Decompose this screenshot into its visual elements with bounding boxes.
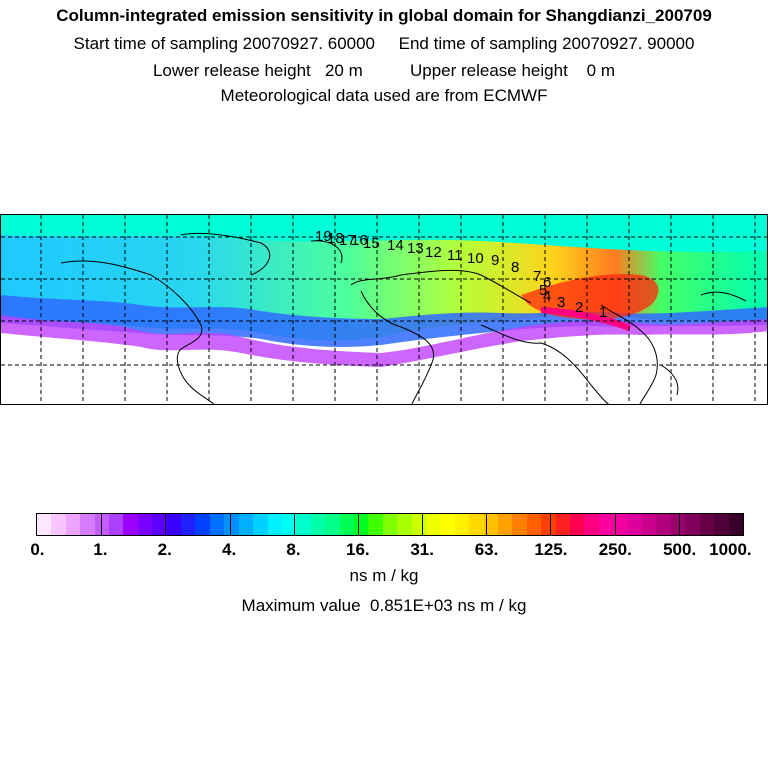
colorbar-swatch: [65, 514, 81, 535]
trajectory-label: 16: [351, 232, 368, 249]
colorbar-swatch: [253, 514, 268, 535]
colorbar: [36, 513, 744, 536]
colorbar-swatch: [281, 514, 297, 535]
colorbar-swatch: [454, 514, 470, 535]
release-height-line: Lower release height 20 m Upper release …: [152, 61, 616, 80]
colorbar-swatch: [699, 514, 715, 535]
graticule: [1, 215, 767, 404]
colorbar-swatch: [267, 514, 282, 535]
colorbar-swatch: [137, 514, 153, 535]
colorbar-swatch: [656, 514, 671, 535]
colorbar-swatch: [584, 514, 599, 535]
met-data-line: Meteorological data used are from ECMWF: [220, 86, 548, 105]
trajectory-label: 14: [387, 237, 404, 254]
colorbar-swatch: [397, 514, 412, 535]
trajectory-label: 4: [543, 288, 551, 305]
colorbar-swatch: [296, 514, 311, 535]
trajectory-label: 17: [339, 232, 356, 249]
colorbar-tick-label: 125.: [534, 540, 568, 559]
colorbar-swatch: [613, 514, 628, 535]
colorbar-unit-label: ns m / kg: [349, 566, 419, 585]
trajectory-label: 5: [539, 282, 547, 299]
trajectory-label: 2: [575, 299, 583, 316]
colorbar-tick-label: 1.: [93, 540, 108, 559]
colorbar-swatch: [498, 514, 513, 535]
trajectory-label: 13: [407, 240, 424, 257]
colorbar-swatch: [51, 514, 66, 535]
colorbar-swatch: [195, 514, 210, 535]
colorbar-swatch: [166, 514, 182, 535]
colorbar-swatch: [685, 514, 700, 535]
colorbar-tick-label: 8.: [286, 540, 301, 559]
sensitivity-map: 1 2 3 4 5 6 7 8 9 10 11 12 13 14 15 16 17 18 19: [0, 214, 768, 405]
colorbar-tick-label: 16.: [345, 540, 370, 559]
trajectory-label: 9: [491, 252, 499, 269]
colorbar-tick-label: 1000.: [709, 540, 752, 559]
colorbar-swatch: [181, 514, 196, 535]
colorbar-swatch: [310, 514, 326, 535]
trajectory-label: 11: [447, 247, 463, 264]
colorbar-swatch: [425, 514, 441, 535]
colorbar-swatch: [382, 514, 398, 535]
colorbar-swatch: [512, 514, 527, 535]
colorbar-swatch: [368, 514, 383, 535]
trajectory-label: 8: [511, 259, 519, 276]
maximum-value-label: Maximum value 0.851E+03 ns m / kg: [241, 596, 527, 615]
colorbar-tick-label: 500.: [663, 540, 697, 559]
colorbar-swatch: [411, 514, 426, 535]
trajectory-label: 18: [327, 230, 344, 247]
trajectory-label: 10: [467, 250, 484, 267]
colorbar-swatch: [224, 514, 239, 535]
sampling-time-line: Start time of sampling 20070927. 60000 E…: [73, 34, 695, 53]
colorbar-tick-label: 4.: [221, 540, 237, 559]
colorbar-swatch: [209, 514, 225, 535]
trajectory-label: 7: [533, 268, 541, 285]
colorbar-tick-label: 0.: [30, 540, 45, 559]
colorbar-swatch: [469, 514, 484, 535]
sensitivity-field-purple-edge: [1, 315, 767, 367]
colorbar-swatch: [555, 514, 571, 535]
source-plume-streak: [541, 307, 631, 331]
colorbar-swatch: [642, 514, 657, 535]
colorbar-swatch: [627, 514, 643, 535]
colorbar-tick-label: 31.: [410, 540, 434, 559]
colorbar-swatch: [325, 514, 340, 535]
colorbar-swatch: [728, 514, 743, 535]
trajectory-label: 19: [315, 228, 332, 245]
colorbar-swatch: [440, 514, 455, 535]
colorbar-tick-label: 63.: [474, 540, 499, 559]
colorbar-swatch: [94, 514, 110, 535]
colorbar-swatch: [339, 514, 354, 535]
colorbar-swatch: [80, 514, 95, 535]
colorbar-swatch: [714, 514, 729, 535]
colorbar-swatch: [598, 514, 614, 535]
colorbar-swatch: [109, 514, 124, 535]
plot-title: Column-integrated emission sensitivity i…: [56, 6, 712, 25]
colorbar-tick-label: 250.: [598, 540, 632, 559]
colorbar-swatch: [541, 514, 556, 535]
trajectory-label: 12: [425, 244, 442, 261]
trajectory-label: 15: [363, 235, 380, 252]
colorbar-swatch: [123, 514, 138, 535]
colorbar-swatch: [570, 514, 585, 535]
colorbar-swatch: [353, 514, 369, 535]
trajectory-label: 6: [543, 274, 551, 291]
colorbar-swatch: [37, 514, 52, 535]
trajectory-label: 1: [599, 304, 607, 321]
colorbar-swatch: [152, 514, 167, 535]
colorbar-tick-label: 2.: [157, 540, 172, 559]
colorbar-swatch: [238, 514, 254, 535]
colorbar-swatch: [483, 514, 498, 535]
colorbar-swatch: [526, 514, 542, 535]
trajectory-label: 3: [557, 294, 565, 311]
colorbar-swatch: [670, 514, 686, 535]
